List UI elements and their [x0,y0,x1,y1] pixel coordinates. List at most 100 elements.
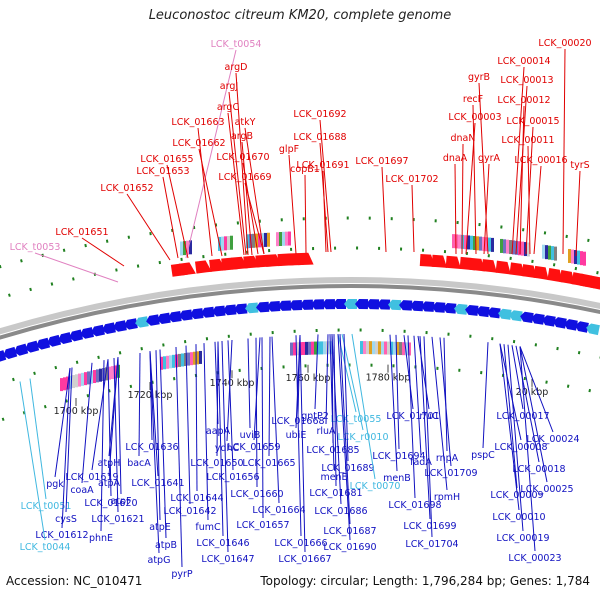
bottom-label-leader [337,334,351,541]
bottom-label-leader [503,344,518,489]
bottom-gene-label: LCK_00010 [492,512,545,523]
outer-feature-block-2 [255,233,258,248]
bottom-label-leader [431,336,448,491]
top-gene-label: argC [217,102,240,113]
reverse-gene-arrow [586,323,600,336]
reverse-gene-arrow [487,307,501,319]
bottom-gene-label: fumC [195,522,221,533]
top-gene-label: LCK_00003 [448,112,501,123]
reverse-gene-arrow [520,311,534,324]
bottom-gene-label: LCK_00008 [494,442,547,453]
outer-feature-block-6 [551,246,554,261]
reverse-gene-arrow-shape [531,313,545,325]
top-label-leader [527,145,531,255]
inner-feature-block-1 [193,351,196,365]
bottom-label-leader [507,344,524,532]
top-label-leader [519,105,525,255]
bottom-gene-label: LCK_01659 [227,442,280,453]
reverse-gene-arrow [212,305,226,317]
top-label-leader [533,165,542,255]
top-gene-label: dnaA [443,153,468,164]
top-label-leader [244,182,265,255]
outer-feature-block-5 [506,239,509,254]
bottom-gene-label: menB [383,473,411,484]
outer-feature-block-1 [224,236,227,251]
top-label-leader [322,170,327,253]
bottom-label-leader [439,337,452,467]
outer-feature-block-0 [189,240,192,255]
top-label-leader [126,193,171,261]
reverse-gene-arrow-shape [234,303,248,315]
bottom-label-leader [159,349,167,539]
bottom-gene-label: LCK_01704 [405,539,458,550]
reverse-gene-arrow [36,337,51,350]
bottom-gene-label: LCK_00017 [496,411,549,422]
bottom-label-leader [195,344,198,492]
forward-gene-arrow-26 [589,275,600,290]
reverse-gene-arrow [58,332,73,345]
bottom-label-leader [325,334,329,425]
bottom-label-leader [482,342,489,449]
top-label-leader [319,119,332,253]
top-gene-label: argB [231,131,253,142]
inner-feature-block-3 [378,341,381,355]
outer-feature-block-5 [500,238,503,253]
bottom-gene-label: LCK_01699 [403,521,456,532]
reverse-gene-arrow-shape [245,302,259,314]
top-gene-label: recF [463,94,483,105]
top-label-leader [472,104,477,255]
bottom-label-leader [419,336,431,520]
bottom-label-leader [519,346,548,483]
inner-feature-block-3 [366,341,369,355]
reverse-gene-arrow [14,343,29,356]
reverse-gene-arrow [333,299,347,310]
inner-feature-block-2 [290,342,293,356]
top-gene-label: LCK_00015 [506,116,559,127]
bottom-gene-label: phnE [89,533,113,544]
reverse-gene-arrow-shape [564,319,578,331]
outer-feature-block-4 [467,235,470,250]
reverse-gene-arrow-shape [289,299,303,311]
outer-feature-block-7 [568,248,571,263]
top-gene-label: LCK_00011 [501,135,554,146]
top-label-leader [198,148,223,257]
bottom-gene-label: LCK_01642 [163,506,216,517]
bottom-gene-label: LCK_t0051 [21,501,72,512]
top-gene-label: LCK_00013 [500,75,553,86]
outer-feature-block-4 [488,237,491,252]
inner-feature-block-0 [60,378,63,392]
top-gene-label: LCK_01691 [296,160,349,171]
reverse-gene-arrow-shape [91,324,105,337]
bottom-label-leader [413,335,422,456]
outer-feature-block-5 [521,241,524,256]
reverse-gene-arrow-shape [14,343,29,356]
outer-feature-block-2 [258,233,261,248]
bottom-gene-label: rluC [419,411,439,422]
bottom-gene-label: LCK_01665 [242,458,295,469]
reverse-gene-arrow-shape [421,301,435,312]
reverse-gene-arrow-shape [3,346,18,359]
reverse-gene-arrow-shape [454,303,468,315]
outer-feature-block-4 [482,236,485,251]
inner-feature-block-2 [311,341,314,355]
reverse-gene-arrow-shape [333,299,347,310]
reverse-gene-arrow [289,299,303,311]
bottom-label-leader [343,333,349,462]
inner-feature-block-1 [169,355,172,369]
bottom-label-leader [423,336,433,538]
bottom-label-leader [339,334,351,525]
reverse-gene-arrow [432,302,446,313]
reverse-gene-arrow [234,303,248,315]
bottom-gene-label: LCK_01694 [372,451,425,462]
reverse-gene-arrow [311,299,325,310]
bottom-gene-label: LCK_t0055 [331,414,382,425]
top-label-leader [411,184,415,253]
inner-feature-block-3 [369,341,372,355]
top-gene-label: argJ [220,81,238,92]
outer-feature-block-7 [583,251,586,266]
inner-feature-block-2 [296,342,299,356]
reverse-gene-arrow-shape [36,337,51,350]
inner-feature-block-1 [166,355,169,369]
bottom-gene-label: LCK_01636 [125,442,178,453]
reverse-gene-arrow [421,301,435,312]
